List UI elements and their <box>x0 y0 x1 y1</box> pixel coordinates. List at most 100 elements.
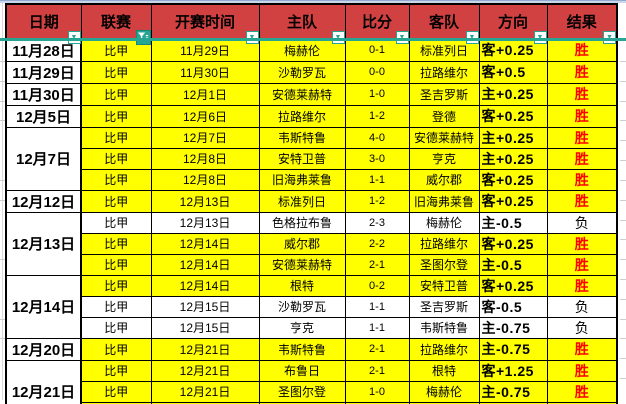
home-team-cell[interactable]: 安德莱赫特 <box>258 253 346 276</box>
league-cell[interactable]: 比甲 <box>80 211 152 234</box>
score-cell[interactable]: 3-0 <box>344 147 410 170</box>
away-team-cell[interactable]: 威尔郡 <box>408 168 480 191</box>
away-team-cell[interactable]: 安特卫普 <box>408 274 480 297</box>
league-cell[interactable]: 比甲 <box>80 274 152 297</box>
away-team-cell[interactable]: 拉路维尔 <box>408 337 480 361</box>
kickoff-cell[interactable]: 12月1日 <box>150 82 260 106</box>
result-cell[interactable]: 胜 <box>546 126 618 149</box>
score-cell[interactable]: 2-1 <box>344 359 410 382</box>
filter-dropdown-icon[interactable]: ▼ <box>331 30 345 44</box>
date-cell[interactable]: 12月21日 <box>5 359 82 404</box>
league-cell[interactable]: 比甲 <box>80 147 152 170</box>
date-cell[interactable]: 12月7日 <box>5 126 82 191</box>
home-team-cell[interactable]: 拉路维尔 <box>258 104 346 128</box>
kickoff-cell[interactable]: 12月13日 <box>150 211 260 234</box>
kickoff-cell[interactable]: 12月8日 <box>150 147 260 170</box>
score-cell[interactable]: 1-0 <box>344 82 410 106</box>
score-cell[interactable]: 1-0 <box>344 380 410 403</box>
direction-cell[interactable]: 主-0.75 <box>478 380 548 403</box>
date-cell[interactable]: 12月5日 <box>5 104 82 128</box>
away-team-cell[interactable]: 登德 <box>408 104 480 128</box>
direction-cell[interactable]: 客+1.25 <box>478 359 548 382</box>
date-cell[interactable]: 12月12日 <box>5 189 82 213</box>
filter-active-icon[interactable] <box>135 29 151 45</box>
score-cell[interactable]: 2-3 <box>344 211 410 234</box>
kickoff-cell[interactable]: 12月6日 <box>150 104 260 128</box>
away-team-cell[interactable]: 拉路维尔 <box>408 60 480 84</box>
result-cell[interactable]: 胜 <box>546 401 618 404</box>
result-cell[interactable]: 胜 <box>546 147 618 170</box>
home-team-cell[interactable]: 旧海弗莱鲁 <box>258 168 346 191</box>
score-cell[interactable]: 4-0 <box>344 126 410 149</box>
league-cell[interactable]: 比甲 <box>80 380 152 403</box>
filter-dropdown-icon[interactable]: ▼ <box>603 30 616 44</box>
score-cell[interactable]: 1-2 <box>344 104 410 128</box>
league-cell[interactable]: 比甲 <box>80 126 152 149</box>
home-team-cell[interactable]: 沙勒罗瓦 <box>258 60 346 84</box>
score-cell[interactable]: 1-1 <box>344 168 410 191</box>
score-cell[interactable]: 2-1 <box>344 253 410 276</box>
score-cell[interactable]: 0-2 <box>344 274 410 297</box>
away-team-cell[interactable]: 韦斯特鲁 <box>408 316 480 339</box>
direction-cell[interactable]: 主+0.25 <box>478 147 548 170</box>
direction-cell[interactable]: 客-0.5 <box>478 295 548 318</box>
score-cell[interactable]: 2-1 <box>344 337 410 361</box>
league-cell[interactable]: 比甲 <box>80 60 152 84</box>
away-team-cell[interactable]: 亨克 <box>408 147 480 170</box>
league-cell[interactable]: 比甲 <box>80 189 152 213</box>
direction-cell[interactable]: 客+0.25 <box>478 168 548 191</box>
away-team-cell[interactable]: 拉路维尔 <box>408 232 480 255</box>
league-cell[interactable]: 比甲 <box>80 168 152 191</box>
date-cell[interactable]: 12月13日 <box>5 211 82 276</box>
score-cell[interactable]: 1-1 <box>344 295 410 318</box>
result-cell[interactable]: 胜 <box>546 189 618 213</box>
away-team-cell[interactable]: 梅赫伦 <box>408 380 480 403</box>
direction-cell[interactable]: 客+0.25 <box>478 38 548 62</box>
result-cell[interactable]: 胜 <box>546 359 618 382</box>
kickoff-cell[interactable]: 12月8日 <box>150 168 260 191</box>
league-cell[interactable]: 比甲 <box>80 359 152 382</box>
date-cell[interactable]: 12月14日 <box>5 274 82 339</box>
league-cell[interactable]: 比甲 <box>80 104 152 128</box>
league-cell[interactable]: 比甲 <box>80 232 152 255</box>
league-cell[interactable]: 比甲 <box>80 295 152 318</box>
result-cell[interactable]: 胜 <box>546 274 618 297</box>
result-cell[interactable]: 负 <box>546 211 618 234</box>
away-team-cell[interactable]: 圣吉罗斯 <box>408 82 480 106</box>
direction-cell[interactable]: 主+0.25 <box>478 126 548 149</box>
score-cell[interactable]: 1-1 <box>344 316 410 339</box>
date-cell[interactable]: 11月28日 <box>5 38 82 62</box>
filter-dropdown-icon[interactable]: ▼ <box>465 30 479 44</box>
direction-cell[interactable]: 主-0.5 <box>478 253 548 276</box>
date-cell[interactable]: 12月20日 <box>5 337 82 361</box>
result-cell[interactable]: 胜 <box>546 168 618 191</box>
kickoff-cell[interactable]: 12月21日 <box>150 337 260 361</box>
home-team-cell[interactable]: 色格拉布鲁 <box>258 211 346 234</box>
result-cell[interactable]: 胜 <box>546 60 618 84</box>
result-cell[interactable]: 胜 <box>546 337 618 361</box>
filter-dropdown-icon[interactable]: ▼ <box>533 30 547 44</box>
home-team-cell[interactable]: 韦斯特鲁 <box>258 126 346 149</box>
result-cell[interactable]: 胜 <box>546 253 618 276</box>
home-team-cell[interactable]: 亨克 <box>258 316 346 339</box>
home-team-cell[interactable]: 根特 <box>258 274 346 297</box>
kickoff-cell[interactable]: 12月15日 <box>150 295 260 318</box>
direction-cell[interactable]: 客+0.25 <box>478 189 548 213</box>
direction-cell[interactable]: 主-0.75 <box>478 316 548 339</box>
kickoff-cell[interactable]: 12月21日 <box>150 359 260 382</box>
league-cell[interactable]: 比甲 <box>80 82 152 106</box>
result-cell[interactable]: 负 <box>546 316 618 339</box>
kickoff-cell[interactable]: 12月7日 <box>150 126 260 149</box>
away-team-cell[interactable]: 安德莱赫特 <box>408 126 480 149</box>
away-team-cell[interactable]: 圣吉罗斯 <box>408 295 480 318</box>
away-team-cell[interactable]: 根特 <box>408 359 480 382</box>
filter-dropdown-icon[interactable]: ▼ <box>67 30 81 44</box>
direction-cell[interactable]: 主-0.75 <box>478 337 548 361</box>
score-cell[interactable]: 0-0 <box>344 60 410 84</box>
kickoff-cell[interactable]: 12月14日 <box>150 232 260 255</box>
kickoff-cell[interactable]: 12月13日 <box>150 189 260 213</box>
score-cell[interactable]: 2-2 <box>344 232 410 255</box>
league-cell[interactable]: 比甲 <box>80 38 152 62</box>
home-team-cell[interactable]: 安德莱赫特 <box>258 82 346 106</box>
kickoff-cell[interactable]: 12月21日 <box>150 380 260 403</box>
